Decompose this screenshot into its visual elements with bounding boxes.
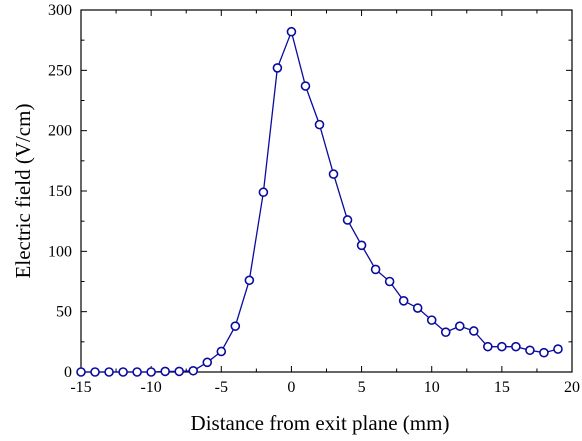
data-point [188,365,199,376]
data-point [525,345,535,356]
data-point [272,63,283,73]
plot-frame [80,9,573,373]
data-point [483,341,493,352]
y-tick-label: 0 [64,364,72,381]
data-point [174,366,184,377]
data-point [202,357,213,368]
x-tick-label: 5 [358,379,366,396]
x-tick-label: -15 [70,379,91,396]
data-point [76,367,86,377]
data-point [356,240,367,251]
data-point [286,26,297,37]
data-point [90,367,100,377]
x-tick-label: -5 [215,379,228,396]
data-point [370,264,381,275]
data-point [118,367,128,377]
x-tick-label: 15 [494,379,510,396]
data-point [440,327,451,337]
x-tick-label: 0 [287,379,295,396]
x-axis-title: Distance from exit plane (mm) [191,411,450,435]
data-point [454,321,465,331]
data-point [104,367,114,377]
data-point [468,326,479,336]
data-point [160,366,170,377]
y-tick-label: 150 [48,183,72,200]
x-tick-label: 10 [424,379,440,396]
x-tick-label: -10 [140,379,161,396]
data-point [258,187,269,198]
data-point [146,367,156,377]
data-point [539,347,549,358]
x-tick-label: 20 [564,379,580,396]
data-point [328,169,339,179]
data-point [244,275,255,286]
data-point [398,296,409,306]
data-point [412,303,423,313]
y-tick-label: 50 [56,304,72,321]
data-point [497,341,507,352]
data-point [314,119,325,130]
data-point [553,344,563,354]
y-tick-label: 300 [48,2,72,19]
data-point [511,341,521,352]
y-axis-title: Electric field (V/cm) [11,104,35,279]
y-tick-label: 100 [48,243,72,260]
data-point [216,346,227,357]
data-point [384,276,395,287]
data-point [300,81,311,91]
data-point [132,367,142,377]
data-point [426,315,437,325]
series-line [81,29,559,373]
data-point [230,321,241,331]
y-tick-label: 250 [48,62,72,79]
y-tick-label: 200 [48,123,72,140]
data-point [342,215,353,225]
